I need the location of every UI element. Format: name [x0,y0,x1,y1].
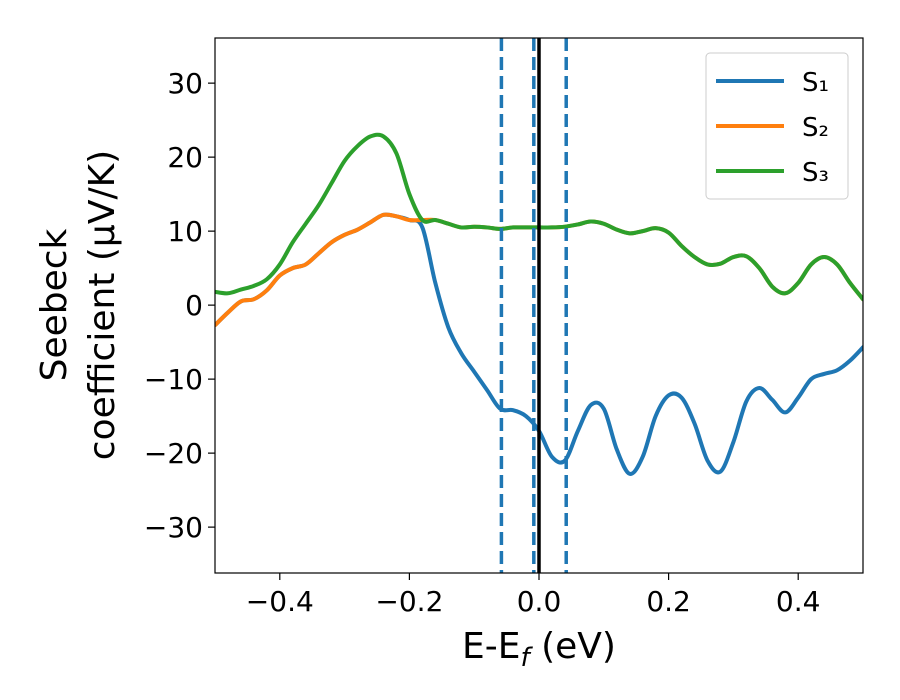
x-tick-label: −0.4 [246,585,314,618]
y-tick-label: 10 [167,215,203,248]
y-tick-label: −30 [144,511,203,544]
y-tick-label: 30 [167,67,203,100]
x-axis-label: E-Ef (eV) [462,626,616,673]
y-tick-label: 20 [167,141,203,174]
y-tick-label: −20 [144,437,203,470]
legend-label: S₁ [802,68,829,98]
x-tick-label: −0.2 [375,585,443,618]
legend-label: S₂ [802,113,829,143]
y-tick-label: −10 [144,363,203,396]
axes-frame [214,37,864,574]
x-tick-label: 0.0 [517,585,562,618]
x-tick-label: 0.2 [646,585,691,618]
y-tick-label: 0 [185,289,203,322]
y-axis-label-line: Seebeck [34,228,75,381]
plot-area [215,38,863,573]
x-tick-label: 0.4 [776,585,821,618]
legend-label: S₃ [802,158,829,188]
y-axis-label-line: coefficient (μV/K) [82,150,123,460]
y-axis-label: Seebeck coefficient (μV/K) [34,150,123,460]
